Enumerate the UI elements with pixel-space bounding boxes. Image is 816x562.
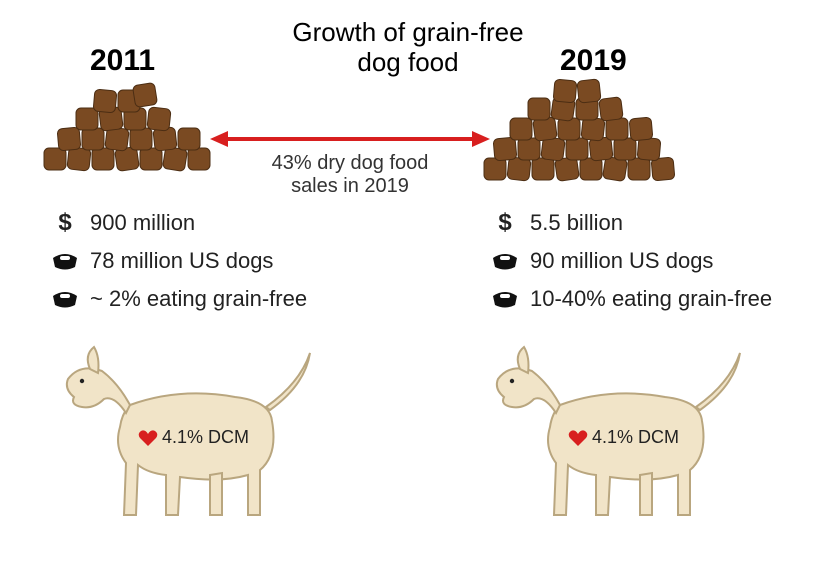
stat-grainfree-2011: ~ 2% eating grain-free (50, 286, 370, 312)
stat-dogs-value: 78 million US dogs (90, 248, 273, 274)
heart-icon (138, 429, 158, 447)
title-line2: dog food (357, 47, 458, 77)
kibble-pile-2019-icon (480, 70, 680, 190)
stat-grainfree-value: ~ 2% eating grain-free (90, 286, 307, 312)
stat-grainfree-value: 10-40% eating grain-free (530, 286, 772, 312)
dcm-text: 4.1% DCM (592, 427, 679, 448)
dcm-label-2011: 4.1% DCM (138, 427, 249, 448)
stat-money-2019: $ 5.5 billion (490, 210, 810, 236)
stats-2019: $ 5.5 billion 90 million US dogs 10-40% … (490, 210, 810, 324)
double-arrow: 43% dry dog food sales in 2019 (210, 128, 490, 198)
food-bowl-icon (50, 249, 80, 273)
dog-2019-icon: 4.1% DCM (490, 335, 750, 535)
dollar-icon: $ (490, 211, 520, 235)
stat-grainfree-2019: 10-40% eating grain-free (490, 286, 810, 312)
title-line1: Growth of grain-free (292, 17, 523, 47)
food-bowl-icon (50, 287, 80, 311)
stats-2011: $ 900 million 78 million US dogs ~ 2% ea… (50, 210, 370, 324)
stat-money-value: 900 million (90, 210, 195, 236)
kibble-pile-2011-icon (40, 70, 215, 180)
heart-icon (568, 429, 588, 447)
food-bowl-icon (490, 287, 520, 311)
dog-2011-icon: 4.1% DCM (60, 335, 320, 535)
stat-money-value: 5.5 billion (530, 210, 623, 236)
food-bowl-icon (490, 249, 520, 273)
stat-dogs-2019: 90 million US dogs (490, 248, 810, 274)
arrow-caption-line2: sales in 2019 (291, 175, 409, 197)
dcm-label-2019: 4.1% DCM (568, 427, 679, 448)
stat-money-2011: $ 900 million (50, 210, 370, 236)
dcm-text: 4.1% DCM (162, 427, 249, 448)
arrow-caption-line1: 43% dry dog food (272, 152, 429, 174)
arrow-caption: 43% dry dog food sales in 2019 (210, 152, 490, 198)
stat-dogs-value: 90 million US dogs (530, 248, 713, 274)
dollar-icon: $ (50, 211, 80, 235)
stat-dogs-2011: 78 million US dogs (50, 248, 370, 274)
